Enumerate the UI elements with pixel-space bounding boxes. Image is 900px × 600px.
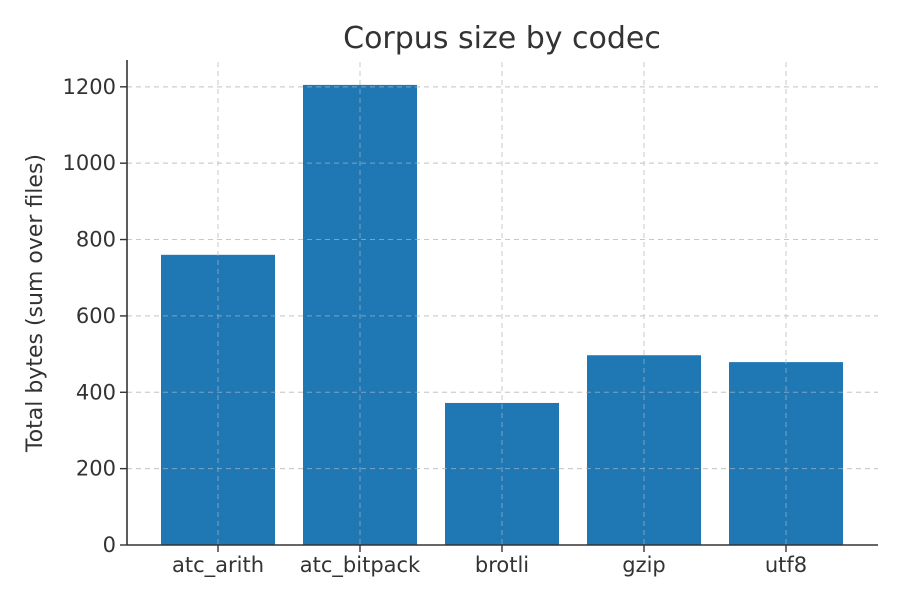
chart-title: Corpus size by codec: [343, 21, 661, 56]
y-tick-label: 1200: [63, 75, 116, 99]
y-tick-label: 600: [76, 304, 116, 328]
x-tick-label: utf8: [765, 553, 807, 577]
y-tick-label: 400: [76, 380, 116, 404]
y-tick-label: 1000: [63, 151, 116, 175]
x-axis-ticks: atc_arith atc_bitpack brotli gzip utf8: [172, 545, 807, 578]
y-tick-label: 200: [76, 457, 116, 481]
x-tick-label: brotli: [475, 553, 529, 577]
y-tick-label: 0: [103, 533, 116, 557]
x-tick-label: atc_bitpack: [300, 553, 421, 578]
y-axis-ticks: 0 200 400 600 800 1000 1200: [63, 75, 127, 557]
y-axis-label: Total bytes (sum over files): [23, 154, 48, 453]
y-tick-label: 800: [76, 228, 116, 252]
x-tick-label: gzip: [622, 553, 666, 577]
x-tick-label: atc_arith: [172, 553, 264, 578]
